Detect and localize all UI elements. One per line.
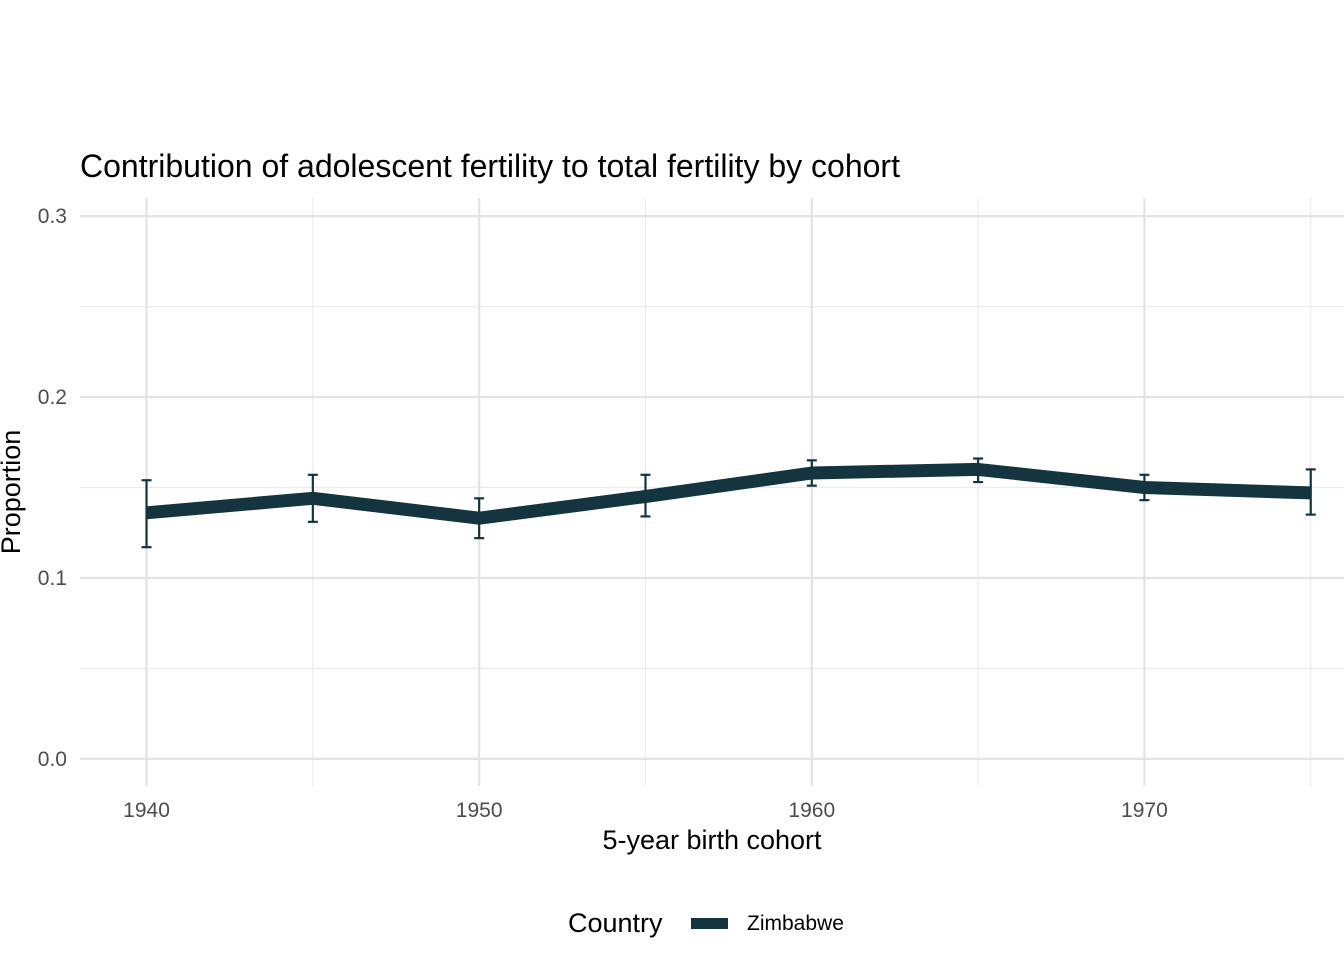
error-bar (1139, 473, 1150, 502)
legend-key-zimbabwe (691, 918, 728, 929)
error-bar (973, 457, 984, 484)
x-axis-title: 5-year birth cohort (602, 825, 822, 855)
legend: Country Zimbabwe (568, 908, 844, 938)
x-tick-label: 1970 (1121, 799, 1168, 822)
error-bar (640, 473, 651, 518)
major-grid (80, 198, 1344, 786)
y-tick-label: 0.3 (38, 205, 67, 228)
error-bar (1305, 468, 1316, 516)
error-bar (474, 497, 485, 540)
y-tick-label: 0.1 (38, 567, 67, 590)
chart-title: Contribution of adolescent fertility to … (80, 148, 900, 184)
y-tick-labels: 0.0 0.1 0.2 0.3 (38, 205, 67, 771)
y-axis-title: Proportion (0, 430, 26, 555)
x-tick-label: 1940 (123, 799, 170, 822)
series-layer (141, 457, 1316, 549)
x-tick-labels: 1940 1950 1960 1970 (123, 799, 1168, 822)
x-tick-label: 1950 (456, 799, 503, 822)
series-line (145, 462, 1311, 525)
y-tick-label: 0.0 (38, 748, 67, 771)
x-tick-label: 1960 (788, 799, 835, 822)
error-bar (806, 459, 817, 487)
y-tick-label: 0.2 (38, 386, 67, 409)
legend-label-zimbabwe: Zimbabwe (747, 912, 844, 935)
legend-title: Country (568, 908, 663, 938)
error-bar (141, 479, 152, 549)
error-bar (307, 473, 318, 523)
